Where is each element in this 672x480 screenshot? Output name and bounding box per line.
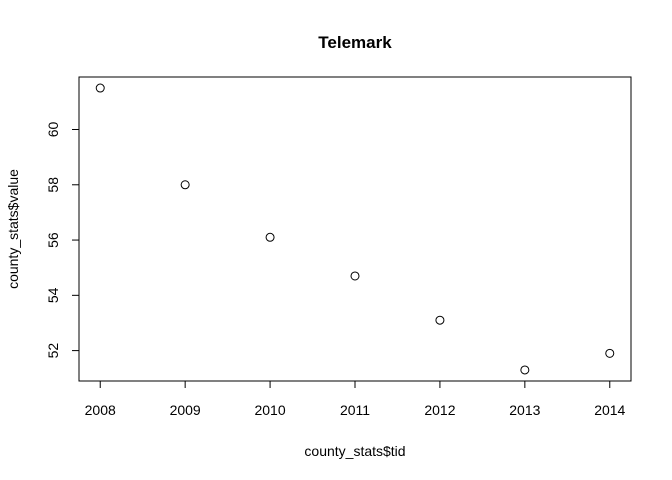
y-tick-label: 58 — [45, 177, 61, 193]
y-tick-label: 60 — [45, 122, 61, 138]
x-axis-label: county_stats$tid — [304, 443, 405, 459]
y-tick-label: 54 — [45, 287, 61, 303]
x-tick-label: 2012 — [424, 402, 455, 418]
y-tick-label: 56 — [45, 232, 61, 248]
data-points — [95, 83, 615, 375]
x-axis: 2008 2009 2010 2011 2012 2013 2014 — [85, 380, 626, 418]
x-tick-label: 2011 — [340, 402, 370, 418]
data-point — [95, 83, 105, 93]
y-axis: 52 54 56 58 60 — [45, 122, 80, 359]
data-point — [265, 232, 275, 242]
x-tick-label: 2010 — [254, 402, 285, 418]
x-tick-label: 2013 — [509, 402, 540, 418]
x-tick-label: 2009 — [170, 402, 201, 418]
x-tick-label: 2014 — [594, 402, 625, 418]
data-point — [435, 315, 445, 325]
chart-title: Telemark — [318, 33, 392, 52]
plot-frame — [78, 76, 632, 382]
y-axis-label: county_stats$value — [5, 169, 21, 289]
y-tick-label: 52 — [45, 343, 61, 359]
data-point — [180, 180, 190, 190]
x-tick-label: 2008 — [85, 402, 116, 418]
data-point — [605, 348, 615, 358]
data-point — [350, 271, 360, 281]
data-point — [520, 365, 530, 375]
